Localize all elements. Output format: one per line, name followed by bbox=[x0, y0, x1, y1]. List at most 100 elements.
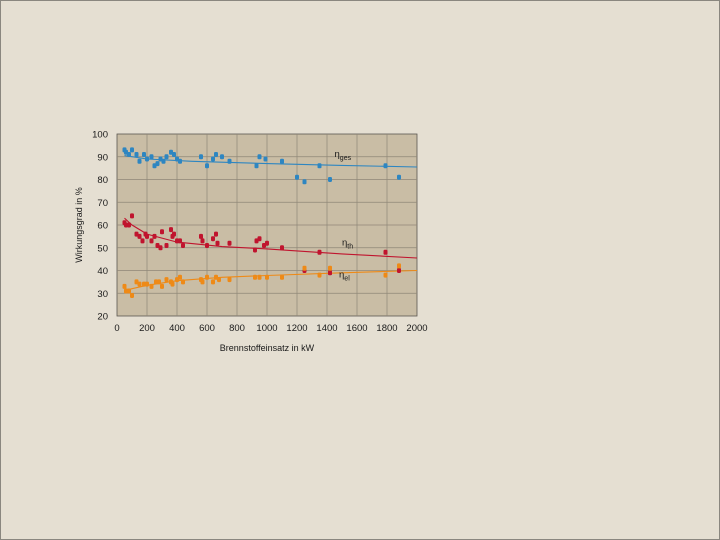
data-point-el bbox=[397, 263, 401, 269]
data-point-el bbox=[157, 279, 161, 285]
data-point-th bbox=[227, 240, 232, 246]
data-point-el bbox=[328, 265, 332, 271]
trend-line-th bbox=[124, 217, 418, 259]
data-point-el bbox=[317, 272, 322, 278]
series-label-ges: ηges bbox=[335, 149, 352, 162]
x-tick-label: 0 bbox=[114, 323, 119, 334]
data-point-th bbox=[178, 238, 182, 244]
data-point-th bbox=[130, 213, 134, 219]
data-point-el bbox=[145, 281, 149, 287]
data-point-el bbox=[160, 283, 164, 289]
data-point-el bbox=[302, 265, 307, 271]
x-tick-label: 200 bbox=[139, 323, 155, 334]
data-point-el bbox=[253, 274, 257, 280]
data-point-ges bbox=[302, 179, 307, 185]
data-point-ges bbox=[145, 156, 149, 162]
data-point-th bbox=[145, 233, 149, 239]
data-point-ges bbox=[130, 147, 134, 153]
data-point-el bbox=[211, 279, 215, 285]
data-point-el bbox=[170, 281, 175, 287]
data-point-el bbox=[137, 281, 142, 287]
data-point-ges bbox=[161, 158, 166, 164]
y-tick-label: 80 bbox=[97, 175, 108, 186]
data-point-ges bbox=[178, 158, 182, 164]
data-point-th bbox=[397, 268, 401, 273]
x-tick-label: 1800 bbox=[376, 323, 397, 334]
data-point-th bbox=[211, 236, 215, 242]
data-point-el bbox=[181, 279, 185, 285]
x-tick-label: 2000 bbox=[406, 323, 427, 334]
x-tick-label: 600 bbox=[199, 323, 215, 334]
data-point-ges bbox=[280, 158, 284, 164]
y-tick-label: 90 bbox=[97, 152, 108, 163]
x-tick-label: 800 bbox=[229, 323, 245, 334]
data-point-ges bbox=[205, 163, 209, 169]
x-tick-label: 1000 bbox=[256, 323, 277, 334]
data-point-el bbox=[122, 283, 127, 289]
x-tick-label: 1400 bbox=[316, 323, 337, 334]
data-point-el bbox=[265, 274, 269, 280]
data-point-el bbox=[149, 283, 154, 289]
x-tick-label: 1200 bbox=[286, 323, 307, 334]
data-point-ges bbox=[257, 154, 262, 160]
data-point-el bbox=[127, 288, 131, 294]
data-point-el bbox=[130, 293, 134, 298]
x-tick-label: 1600 bbox=[346, 323, 367, 334]
data-point-el bbox=[280, 274, 284, 280]
y-tick-label: 50 bbox=[97, 243, 108, 254]
data-point-th bbox=[199, 233, 203, 239]
data-point-el bbox=[164, 277, 169, 283]
data-point-ges bbox=[328, 177, 332, 182]
data-point-th bbox=[169, 227, 173, 233]
data-point-th bbox=[140, 238, 145, 244]
data-point-th bbox=[328, 270, 332, 276]
y-tick-label: 40 bbox=[97, 266, 108, 277]
data-point-ges bbox=[263, 156, 268, 162]
y-axis-title: Wirkungsgrad in % bbox=[74, 187, 84, 263]
y-tick-label: 60 bbox=[97, 221, 108, 232]
data-point-th bbox=[253, 247, 257, 253]
data-point-th bbox=[265, 240, 269, 246]
data-point-th bbox=[280, 245, 284, 251]
data-point-th bbox=[317, 249, 322, 255]
data-point-th bbox=[127, 222, 131, 228]
data-point-el bbox=[178, 274, 182, 280]
data-point-ges bbox=[137, 158, 142, 164]
data-point-ges bbox=[172, 152, 176, 157]
data-point-el bbox=[257, 274, 262, 280]
data-point-th bbox=[149, 238, 154, 244]
data-point-ges bbox=[397, 174, 401, 180]
data-point-th bbox=[200, 238, 205, 244]
data-point-th bbox=[172, 231, 176, 237]
y-tick-label: 20 bbox=[97, 312, 108, 323]
data-point-ges bbox=[164, 154, 169, 160]
data-point-ges bbox=[134, 152, 139, 157]
data-point-ges bbox=[199, 154, 203, 160]
data-point-th bbox=[215, 240, 220, 246]
data-point-th bbox=[214, 231, 218, 237]
data-point-ges bbox=[383, 163, 388, 169]
data-point-ges bbox=[220, 154, 224, 160]
data-point-ges bbox=[295, 174, 299, 180]
x-axis-title: Brennstoffeinsatz in kW bbox=[220, 343, 315, 353]
data-point-el bbox=[383, 272, 388, 278]
data-point-th bbox=[181, 243, 185, 248]
y-tick-label: 30 bbox=[97, 289, 108, 300]
series-label-th: ηth bbox=[342, 237, 353, 250]
data-point-ges bbox=[214, 152, 218, 157]
data-point-ges bbox=[317, 163, 322, 169]
y-tick-label: 100 bbox=[92, 130, 108, 141]
data-point-th bbox=[257, 236, 262, 242]
data-point-th bbox=[152, 233, 157, 239]
x-tick-label: 400 bbox=[169, 323, 185, 334]
data-point-ges bbox=[142, 152, 146, 157]
data-point-th bbox=[158, 245, 163, 251]
data-point-ges bbox=[254, 163, 259, 169]
data-point-ges bbox=[127, 152, 131, 157]
data-point-ges bbox=[149, 154, 154, 160]
data-point-el bbox=[205, 274, 209, 280]
data-point-th bbox=[205, 243, 209, 248]
data-point-el bbox=[217, 277, 221, 283]
